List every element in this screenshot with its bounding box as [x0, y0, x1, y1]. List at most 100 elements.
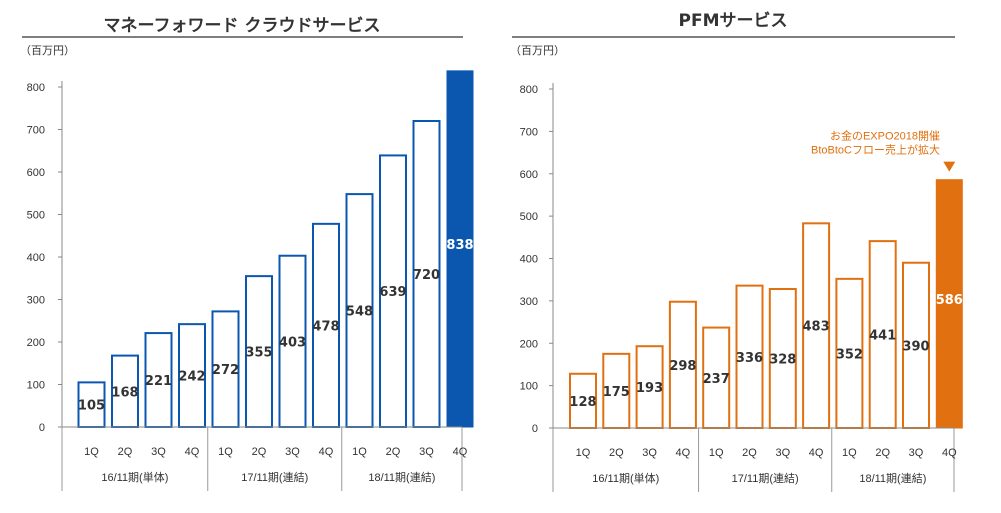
bar [446, 70, 474, 428]
bar [412, 120, 441, 428]
y-tick-label: 700 [27, 125, 45, 137]
y-tick-label: 100 [520, 381, 538, 393]
bar [312, 222, 340, 428]
annotation-text: BtoBtoCフロー売上が拡大 [811, 143, 940, 157]
x-tick-label: 3Q [775, 447, 790, 459]
x-tick-label: 3Q [419, 446, 434, 458]
annotation-text: お金のEXPO2018開催 [830, 129, 940, 143]
bar-value-label: 175 [603, 385, 630, 400]
bar-value-label: 193 [636, 381, 663, 396]
y-tick-label: 500 [520, 211, 538, 223]
bar [735, 284, 764, 429]
x-tick-label: 2Q [609, 447, 624, 459]
bar-value-label: 483 [803, 320, 830, 335]
y-tick-label: 500 [27, 210, 45, 222]
x-tick-label: 4Q [453, 446, 468, 458]
bar-value-label: 336 [736, 351, 763, 366]
x-tick-label: 3Q [909, 447, 924, 459]
bar-value-label: 168 [111, 385, 138, 400]
x-tick-label: 1Q [842, 447, 857, 459]
x-tick-label: 3Q [642, 447, 657, 459]
y-tick-label: 200 [520, 338, 538, 350]
period-label: 17/11期(連結) [241, 470, 308, 484]
x-tick-label: 2Q [252, 446, 267, 458]
y-tick-label: 200 [27, 337, 45, 349]
x-tick-label: 2Q [742, 447, 757, 459]
y-tick-label: 800 [27, 82, 45, 94]
annotation-arrow-icon [943, 161, 956, 172]
y-axis: 0 100 200 300 400 500 600 700 800 [520, 83, 554, 435]
bar-value-label: 128 [569, 395, 596, 410]
bar-value-label: 548 [346, 305, 373, 320]
x-tick-label: 4Q [676, 447, 691, 459]
bar-value-label: 478 [312, 319, 339, 334]
x-tick-label: 2Q [386, 446, 401, 458]
bar-value-label: 586 [936, 293, 963, 308]
bar [111, 354, 139, 429]
bar-value-label: 237 [703, 372, 730, 387]
bar [868, 240, 897, 429]
x-tick-label: 1Q [218, 446, 233, 458]
bar-value-label: 242 [178, 370, 205, 385]
x-tick-label: 1Q [576, 447, 591, 459]
bar [178, 323, 206, 428]
y-tick-label: 600 [27, 167, 45, 179]
x-tick-label: 4Q [185, 446, 200, 458]
bar-value-label: 838 [446, 238, 473, 253]
bar-value-label: 298 [669, 359, 696, 374]
bar-value-label: 352 [836, 347, 863, 362]
x-axis: 1Q 2Q 3Q 4Q 1Q 2Q 3Q 4Q 1Q 2Q 3Q 4Q 16/11期(単体) 17/11期… [552, 427, 957, 492]
cloud-service-chart: マネーフォワード クラウドサービス （百万円） 0 100 200 300 400 500… [20, 16, 474, 491]
bar [768, 288, 797, 430]
y-tick-label: 700 [520, 126, 538, 138]
y-tick-label: 0 [39, 422, 45, 434]
unit-label: （百万円） [20, 44, 75, 57]
y-tick-label: 100 [27, 380, 45, 392]
bar-value-label: 221 [145, 374, 172, 389]
period-label: 16/11期(単体) [592, 471, 659, 485]
bars: 128 175 193 298 237 336 328 483 352 441 390 586 [569, 179, 963, 430]
x-tick-label: 2Q [875, 447, 890, 459]
y-tick-label: 300 [27, 295, 45, 307]
x-tick-label: 2Q [118, 446, 133, 458]
bar [245, 275, 273, 428]
bar [379, 154, 407, 429]
bars: 105 168 221 242 272 355 403 478 548 639 720 838 [77, 70, 474, 429]
bar-value-label: 639 [379, 285, 406, 300]
bar-value-label: 355 [245, 346, 272, 361]
bar-value-label: 403 [279, 335, 306, 350]
bar [835, 277, 864, 429]
bar [902, 261, 930, 429]
x-tick-label: 4Q [942, 447, 957, 459]
x-tick-label: 1Q [84, 446, 99, 458]
pfm-service-chart: PFMサービス （百万円） 0100200300400500600700800 … [510, 11, 963, 492]
bar-value-label: 328 [769, 353, 796, 368]
bar [935, 179, 963, 429]
x-axis: 1Q 2Q 3Q 4Q 1Q 2Q 3Q 4Q 1Q 2Q 3Q 4Q 16/11期(単体) 17/11期… [61, 426, 468, 491]
y-axis: 0 100 200 300 400 500 600 700 800 [27, 81, 63, 434]
period-label: 16/11期(単体) [101, 470, 168, 484]
y-tick-label: 400 [27, 252, 45, 264]
bar-value-label: 441 [869, 329, 896, 344]
bar-value-label: 720 [413, 268, 440, 283]
x-tick-label: 3Q [285, 446, 300, 458]
period-label: 18/11期(連結) [368, 470, 435, 484]
y-tick-label: 300 [520, 296, 538, 308]
bar [144, 332, 173, 429]
bar [211, 310, 240, 428]
period-label: 18/11期(連結) [859, 471, 926, 485]
x-tick-label: 1Q [709, 447, 724, 459]
bar-value-label: 272 [212, 363, 239, 378]
bar-value-label: 390 [902, 339, 929, 354]
period-label: 17/11期(連結) [732, 471, 799, 485]
x-tick-label: 4Q [809, 447, 824, 459]
bar-value-label: 105 [78, 399, 105, 414]
chart-title: PFMサービス [679, 11, 788, 31]
bar [77, 381, 106, 428]
x-tick-label: 4Q [319, 446, 334, 458]
y-tick-label: 600 [520, 169, 538, 181]
y-tick-label: 800 [520, 84, 538, 96]
bar [278, 254, 307, 428]
